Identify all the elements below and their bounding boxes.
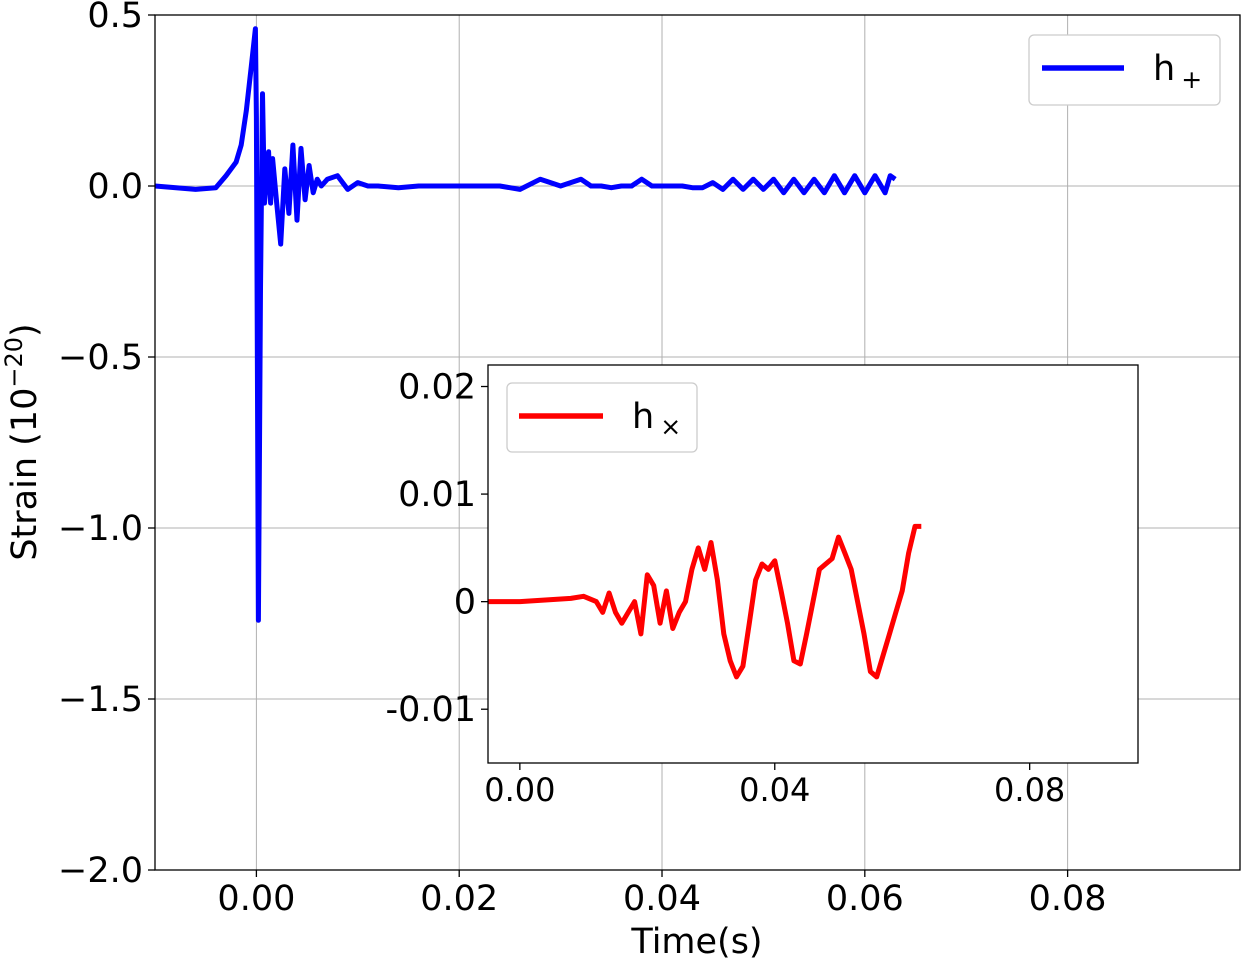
main-x-tick-label: 0.08: [1029, 879, 1107, 919]
main-y-tick-label: −2.0: [58, 851, 143, 891]
x-axis-label: Time(s): [630, 922, 762, 961]
inset-plot-frame: [487, 364, 1139, 764]
main-y-tick-label: −1.0: [58, 509, 143, 549]
main-legend-box: [1028, 34, 1221, 106]
inset-series: [488, 523, 922, 680]
inset-ticks: 0.00 0.04 0.08 0.02 0.01 0 -0.01: [385, 368, 1065, 809]
main-y-tick-label: −1.5: [58, 680, 143, 720]
inset-y-tick-label: 0.02: [398, 368, 476, 408]
main-x-tick-label: 0.04: [623, 879, 701, 919]
series-line-h-cross: [488, 523, 922, 680]
main-legend-label: h +: [1153, 49, 1202, 94]
inset-legend-label: h ×: [632, 397, 681, 441]
main-x-tick-label: 0.06: [826, 879, 904, 919]
main-y-tick-label: 0.0: [87, 167, 143, 207]
main-ticks: 0.00 0.02 0.04 0.06 0.08 0.5 0.0 −0.5 −1.0 −1.5 −2…: [58, 0, 1107, 919]
inset-x-tick-label: 0.04: [739, 771, 810, 809]
main-y-tick-label: 0.5: [87, 0, 143, 36]
inset-x-tick-label: 0.00: [484, 771, 555, 809]
main-x-tick-label: 0.02: [420, 879, 498, 919]
inset-x-tick-label: 0.08: [994, 771, 1065, 809]
main-legend: h +: [1028, 34, 1221, 106]
inset-y-tick-label: 0.01: [398, 475, 476, 515]
main-x-tick-label: 0.00: [217, 879, 295, 919]
main-y-tick-label: −0.5: [58, 338, 143, 378]
main-series: [154, 26, 897, 623]
main-plot-frame: [154, 14, 1241, 871]
inset-y-tick-label: -0.01: [385, 690, 476, 730]
series-line-h-plus: [154, 26, 897, 623]
inset-legend: h ×: [506, 382, 698, 453]
inset-y-tick-label: 0: [454, 583, 476, 623]
y-axis-label: Strain (10−20): [0, 323, 45, 560]
